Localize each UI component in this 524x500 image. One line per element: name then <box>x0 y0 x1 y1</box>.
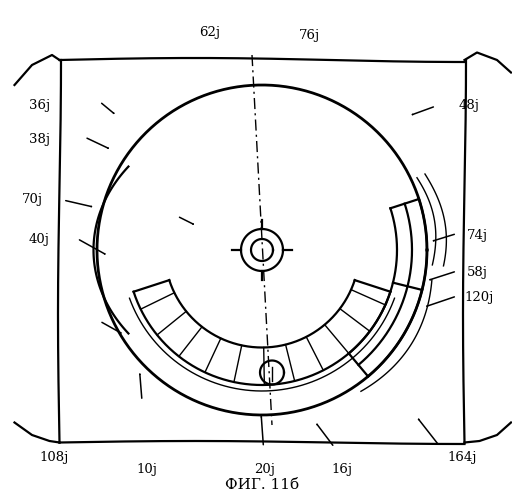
Text: 164j: 164j <box>447 451 477 464</box>
Text: 40j: 40j <box>29 234 50 246</box>
Text: 108j: 108j <box>40 451 69 464</box>
Text: 120j: 120j <box>465 291 494 304</box>
Text: 16j: 16j <box>332 464 353 476</box>
Text: 76j: 76j <box>299 28 320 42</box>
Text: 58j: 58j <box>466 266 487 279</box>
Text: 70j: 70j <box>21 194 42 206</box>
Text: 38j: 38j <box>29 134 50 146</box>
Text: 10j: 10j <box>136 464 158 476</box>
Text: 20j: 20j <box>254 464 275 476</box>
Text: 74j: 74j <box>466 228 487 241</box>
Text: 48j: 48j <box>459 98 480 112</box>
Text: 36j: 36j <box>29 98 50 112</box>
Text: ФИГ. 11б: ФИГ. 11б <box>225 478 299 492</box>
Text: 62j: 62j <box>199 26 220 39</box>
